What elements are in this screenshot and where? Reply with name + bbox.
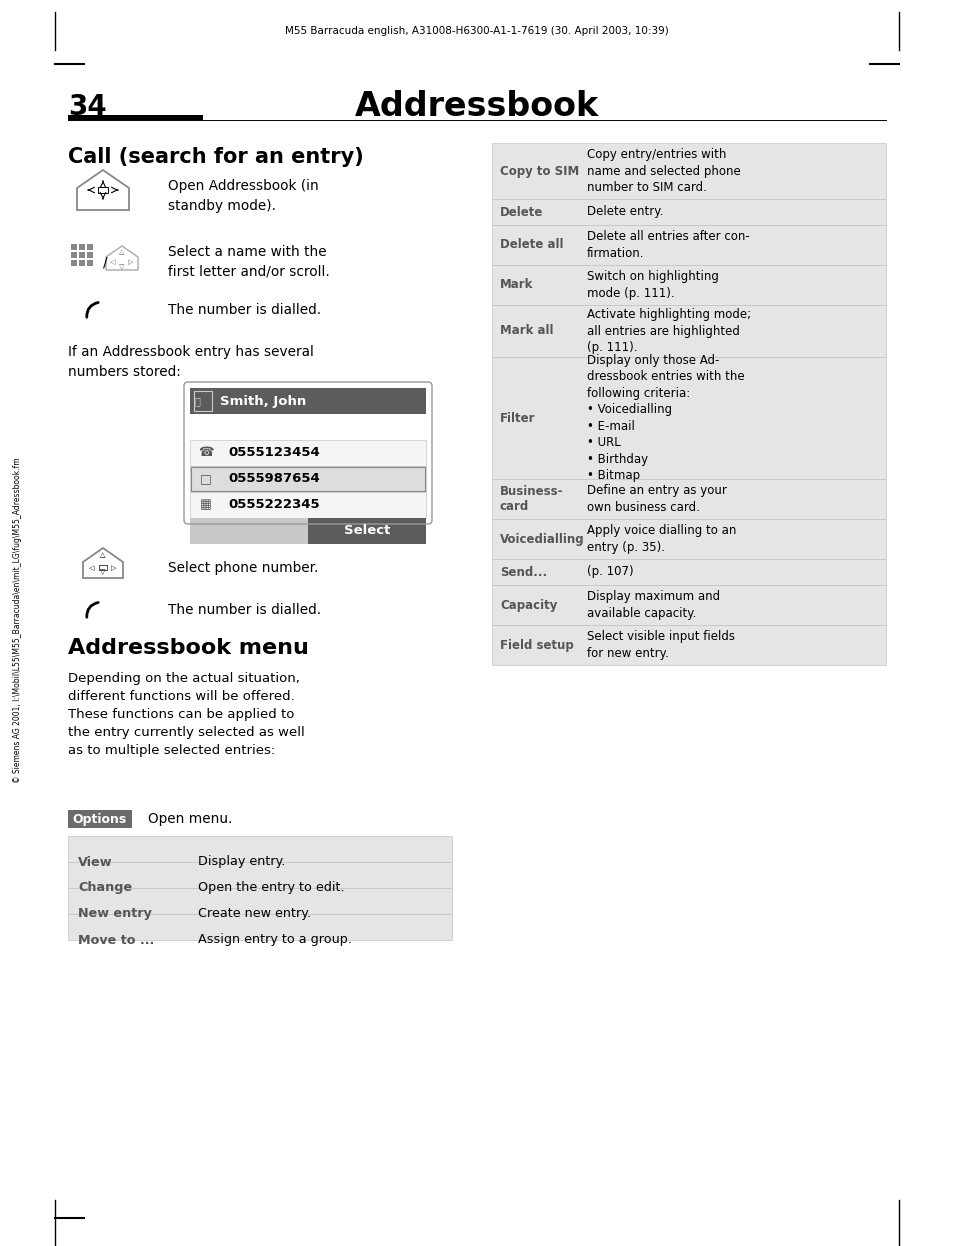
Text: Select phone number.: Select phone number. [168,561,318,574]
Text: ☎: ☎ [198,446,213,460]
Bar [68,862,452,888]
Text: Delete entry.: Delete entry. [586,206,662,218]
Bar [190,466,426,492]
Text: ◁: ◁ [90,564,94,571]
Bar [190,492,426,518]
Text: M55 Barracuda english, A31008-H6300-A1-1-7619 (30. April 2003, 10:39): M55 Barracuda english, A31008-H6300-A1-1… [285,26,668,36]
Text: Business-
card: Business- card [499,485,563,513]
Text: Mark: Mark [499,279,533,292]
Text: Field setup: Field setup [499,638,573,652]
Bar [79,244,85,250]
Bar [492,478,885,520]
Text: ▽: ▽ [100,569,106,574]
Bar [71,260,77,265]
Text: Display only those Ad-
dressbook entries with the
following criteria:
• Voicedia: Display only those Ad- dressbook entries… [586,354,744,482]
Text: New entry: New entry [78,907,152,921]
Text: Voicedialling: Voicedialling [499,532,584,546]
Text: Open Addressbook (in
standby mode).: Open Addressbook (in standby mode). [168,179,318,213]
Text: Depending on the actual situation,
different functions will be offered.
These fu: Depending on the actual situation, diffe… [68,672,304,758]
Bar [71,244,77,250]
Text: 📋: 📋 [193,396,200,406]
Bar [99,564,107,569]
Text: Smith, John: Smith, John [220,395,306,407]
Text: 0555123454: 0555123454 [228,446,319,460]
Text: Assign entry to a group.: Assign entry to a group. [198,933,352,947]
Text: 0555987654: 0555987654 [228,472,319,486]
Text: Move to ...: Move to ... [78,933,154,947]
Bar [68,836,452,862]
Bar [190,440,426,466]
Text: ▽: ▽ [119,264,125,270]
Bar [492,226,885,265]
Bar [79,252,85,258]
Bar [71,252,77,258]
Text: △: △ [119,249,125,255]
Text: Switch on highlighting
mode (p. 111).: Switch on highlighting mode (p. 111). [586,270,719,300]
Bar [98,187,108,193]
Text: △: △ [100,552,106,558]
Bar [87,252,92,258]
Text: Filter: Filter [499,411,535,425]
Bar [190,518,426,545]
Bar [492,265,885,305]
Text: Copy to SIM: Copy to SIM [499,164,578,177]
Bar [193,391,212,411]
Text: □: □ [200,472,212,486]
Text: Options: Options [72,812,127,826]
Bar [492,305,885,358]
Text: ▷: ▷ [112,564,116,571]
Text: 0555222345: 0555222345 [228,498,319,512]
Text: ▦: ▦ [200,498,212,512]
Bar [68,115,203,120]
Bar [492,586,885,625]
Text: ◁: ◁ [111,259,115,265]
Text: Change: Change [78,881,132,895]
Bar [190,388,426,414]
Bar [79,260,85,265]
Text: Send...: Send... [499,566,547,578]
Bar [87,260,92,265]
Text: Open menu.: Open menu. [148,812,233,826]
Text: Capacity: Capacity [499,598,557,612]
Text: Select visible input fields
for new entry.: Select visible input fields for new entr… [586,630,734,659]
Bar [492,199,885,226]
Text: Mark all: Mark all [499,324,553,338]
Text: Define an entry as your
own business card.: Define an entry as your own business car… [586,485,726,513]
Bar [68,915,452,939]
Text: The number is dialled.: The number is dialled. [168,603,321,617]
Bar [68,888,452,915]
Text: Call (search for an entry): Call (search for an entry) [68,147,363,167]
Text: Display maximum and
available capacity.: Display maximum and available capacity. [586,591,720,619]
Bar [492,143,885,199]
Text: © Siemens AG 2001, I:\Mobil\L55\M55_Barracuda\en\mit_LG\fug\M55_Adressbook.fm: © Siemens AG 2001, I:\Mobil\L55\M55_Barr… [13,457,23,782]
Text: Select a name with the
first letter and/or scroll.: Select a name with the first letter and/… [168,245,330,279]
Bar [492,559,885,586]
Text: Addressbook: Addressbook [355,91,598,123]
Text: Copy entry/entries with
name and selected phone
number to SIM card.: Copy entry/entries with name and selecte… [586,148,740,194]
Text: If an Addressbook entry has several
numbers stored:: If an Addressbook entry has several numb… [68,345,314,379]
Text: The number is dialled.: The number is dialled. [168,303,321,316]
Text: Activate highlighting mode;
all entries are highlighted
(p. 111).: Activate highlighting mode; all entries … [586,308,750,354]
Text: ▷: ▷ [128,259,133,265]
Text: (p. 107): (p. 107) [586,566,633,578]
Text: Open the entry to edit.: Open the entry to edit. [198,881,344,895]
Text: /: / [103,255,107,269]
Bar [492,358,885,478]
Bar [191,467,424,491]
Bar [87,244,92,250]
Bar [308,518,426,545]
Text: Apply voice dialling to an
entry (p. 35).: Apply voice dialling to an entry (p. 35)… [586,525,736,553]
Text: Create new entry.: Create new entry. [198,907,311,921]
Text: 34: 34 [68,93,107,121]
Text: View: View [78,856,112,868]
Text: Display entry.: Display entry. [198,856,285,868]
Text: Delete all entries after con-
firmation.: Delete all entries after con- firmation. [586,231,749,259]
Text: Select: Select [343,525,390,537]
Text: Addressbook menu: Addressbook menu [68,638,309,658]
Bar [492,520,885,559]
Bar [68,810,132,829]
Text: Delete all: Delete all [499,238,563,252]
Bar [492,625,885,665]
Text: Delete: Delete [499,206,543,218]
